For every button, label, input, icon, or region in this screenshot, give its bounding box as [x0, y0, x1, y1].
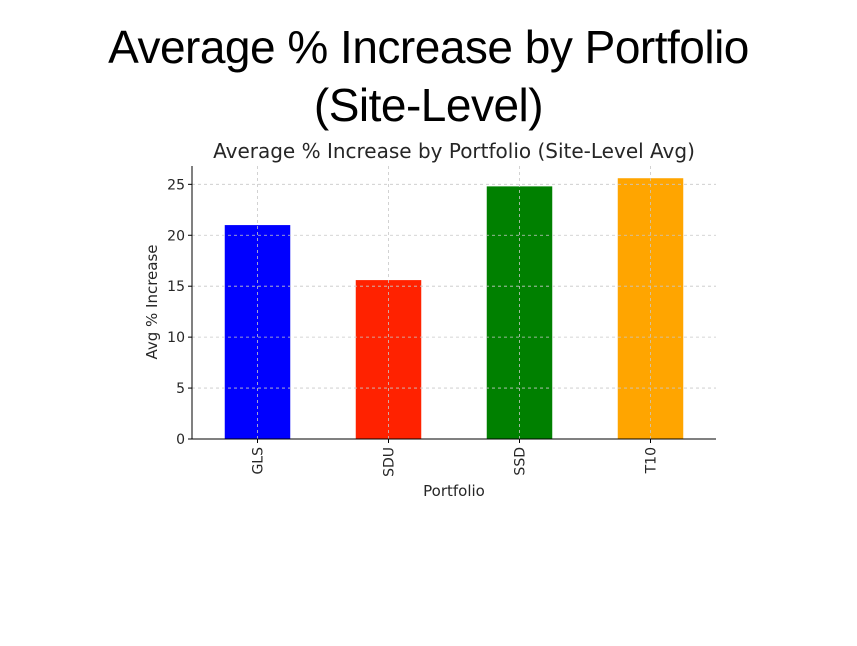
ticks: 0 5 10 15 20 25 GLS SDU SSD T10 — [167, 177, 659, 477]
x-tick-label: GLS — [251, 447, 267, 475]
y-tick-label: 20 — [167, 228, 185, 244]
y-tick-label: 10 — [167, 330, 185, 346]
y-tick-label: 5 — [176, 381, 185, 397]
chart-title: Average % Increase by Portfolio (Site-Le… — [213, 139, 695, 163]
x-axis-label: Portfolio — [423, 482, 485, 500]
bar-t10 — [617, 178, 684, 439]
y-tick-label: 0 — [176, 432, 185, 448]
x-tick-label: SSD — [513, 447, 529, 476]
bars — [224, 178, 684, 439]
y-axis-label: Avg % Increase — [143, 244, 161, 359]
y-tick-label: 15 — [167, 279, 185, 295]
x-tick-label: SDU — [382, 447, 398, 477]
slide-title: Average % Increase by Portfolio (Site-Le… — [0, 18, 857, 134]
axes — [191, 166, 716, 440]
bar-gls — [224, 225, 291, 439]
x-tick-label: T10 — [644, 447, 660, 474]
slide-title-line-2: (Site-Level) — [313, 79, 544, 131]
y-tick-label: 25 — [167, 177, 185, 193]
slide-title-line-1: Average % Increase by Portfolio — [108, 21, 749, 73]
